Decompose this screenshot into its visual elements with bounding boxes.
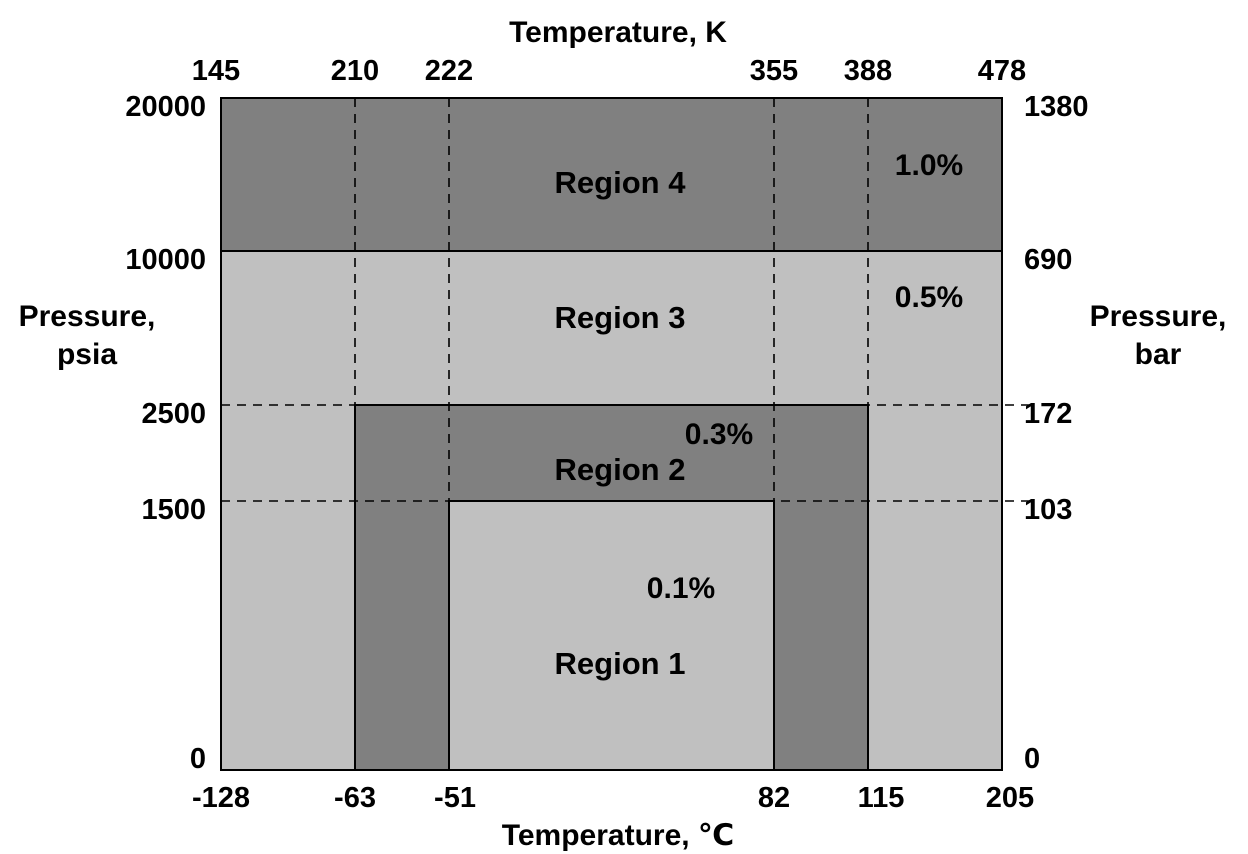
left-tick-label: 2500 [141, 398, 206, 430]
region-4-label: Region 4 [555, 165, 687, 200]
top-tick-label: 355 [750, 55, 798, 87]
region-2-label: Region 2 [555, 452, 686, 487]
region-3-label: Region 3 [555, 300, 686, 335]
bottom-tick-label: -63 [334, 782, 376, 814]
left-tick-label: 10000 [125, 244, 206, 276]
region-2-percent: 0.3% [685, 418, 753, 451]
top-axis-title: Temperature, K [509, 16, 727, 49]
right-tick-label: 690 [1024, 244, 1072, 276]
top-tick-label: 145 [192, 55, 240, 87]
top-tick-label: 478 [978, 55, 1026, 87]
region-4-area [221, 98, 1002, 251]
top-axis-ticks: 145 210 222 355 388 478 [192, 55, 1026, 87]
bottom-tick-label: -51 [434, 782, 476, 814]
bottom-axis-title: Temperature, ℃ [502, 819, 735, 852]
bottom-axis-ticks: -128 -63 -51 82 115 205 [192, 782, 1034, 814]
region-1-label: Region 1 [555, 646, 686, 681]
top-tick-label: 388 [844, 55, 892, 87]
right-tick-label: 103 [1024, 494, 1072, 526]
left-tick-label: 1500 [141, 494, 206, 526]
region-4-percent: 1.0% [895, 149, 963, 182]
right-tick-label: 1380 [1024, 91, 1089, 123]
bottom-tick-label: -128 [192, 782, 250, 814]
bottom-tick-label: 115 [858, 782, 905, 814]
right-tick-label: 172 [1024, 398, 1072, 430]
left-axis-title-line1: Pressure, [19, 300, 156, 333]
boundary-region-1 [448, 500, 775, 770]
left-axis-title-line2: psia [57, 338, 117, 371]
region-3-percent: 0.5% [895, 281, 963, 314]
right-axis-ticks: 1380 690 172 103 0 [1024, 91, 1089, 775]
right-axis-title-line1: Pressure, [1090, 300, 1227, 333]
region-2-right-leg [774, 501, 868, 770]
left-tick-label: 0 [190, 743, 206, 775]
bottom-tick-label: 82 [758, 782, 790, 814]
boundary-region-2-outer [354, 404, 869, 770]
top-tick-label: 210 [331, 55, 379, 87]
region-2-band [355, 405, 868, 501]
right-tick-label: 0 [1024, 743, 1040, 775]
right-axis-title-line2: bar [1135, 338, 1182, 371]
bottom-tick-label: 205 [986, 782, 1034, 814]
plot-frame [220, 97, 1003, 771]
top-tick-label: 222 [425, 55, 473, 87]
left-tick-label: 20000 [125, 91, 206, 123]
region-1-percent: 0.1% [647, 572, 715, 605]
region-2-left-leg [355, 501, 449, 770]
left-axis-ticks: 20000 10000 2500 1500 0 [125, 91, 206, 775]
region-boundaries [220, 97, 1003, 771]
